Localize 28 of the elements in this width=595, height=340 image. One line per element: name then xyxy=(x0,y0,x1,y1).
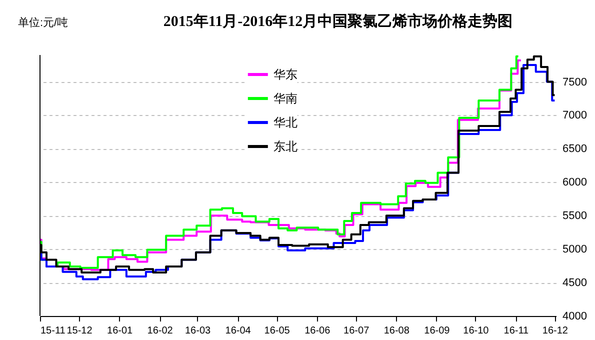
x-tick-label: 16-03 xyxy=(184,326,211,336)
y-tick-label: 7500 xyxy=(562,76,587,88)
x-tick-label: 16-10 xyxy=(463,326,490,336)
x-tick-label: 16-01 xyxy=(106,326,134,336)
x-tick-label: 15-11 xyxy=(40,326,66,336)
x-tick-label: 16-09 xyxy=(424,326,450,336)
chart-title: 2015年11月-2016年12月中国聚氯乙烯市场价格走势图 xyxy=(163,12,513,30)
legend-label: 华北 xyxy=(273,116,298,130)
x-tick-label: 16-06 xyxy=(304,326,331,336)
y-tick-label: 5000 xyxy=(562,244,587,256)
x-tick-label: 16-07 xyxy=(344,326,370,336)
x-tick-label: 16-11 xyxy=(504,326,530,336)
x-tick-label: 16-12 xyxy=(542,326,568,336)
y-tick-label: 6000 xyxy=(562,176,587,189)
y-tick-label: 7000 xyxy=(562,110,587,122)
y-axis-title: 单位:元/吨 xyxy=(18,16,68,29)
legend-label: 华东 xyxy=(273,68,298,82)
y-tick-label: 5500 xyxy=(562,210,587,222)
legend-label: 华南 xyxy=(273,92,298,106)
legend-label: 东北 xyxy=(273,140,298,154)
x-tick-label: 16-05 xyxy=(264,326,290,336)
y-tick-label: 4500 xyxy=(562,277,587,290)
y-tick-label: 6500 xyxy=(562,143,587,156)
x-tick-label: 15-12 xyxy=(66,326,93,336)
x-tick-label: 16-02 xyxy=(147,326,174,336)
x-tick-label: 16-04 xyxy=(225,326,252,336)
y-tick-label: 4000 xyxy=(562,310,587,322)
x-tick-label: 16-08 xyxy=(384,326,410,336)
